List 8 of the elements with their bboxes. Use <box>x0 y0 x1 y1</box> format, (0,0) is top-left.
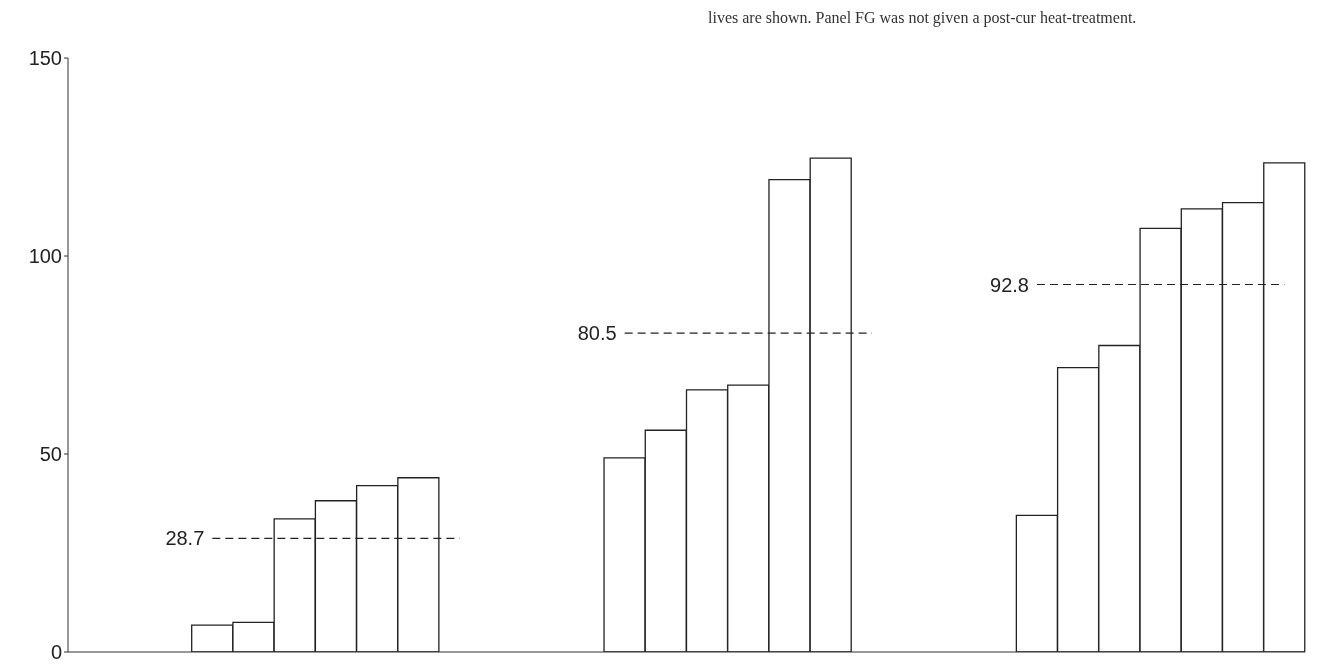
y-tick-label: 100 <box>28 245 62 268</box>
y-tick-label: 50 <box>39 443 62 466</box>
text: lives are shown. Panel FG was not given a post-cur heat-treatment. <box>708 8 1138 28</box>
ref-line-label: 92.8 <box>990 273 1029 296</box>
y-tick-label: 0 <box>50 641 62 664</box>
y-tick-label: 150 <box>28 47 62 70</box>
ref-line-label: 80.5 <box>577 322 617 345</box>
ref-line-label: 28.7 <box>165 527 205 550</box>
